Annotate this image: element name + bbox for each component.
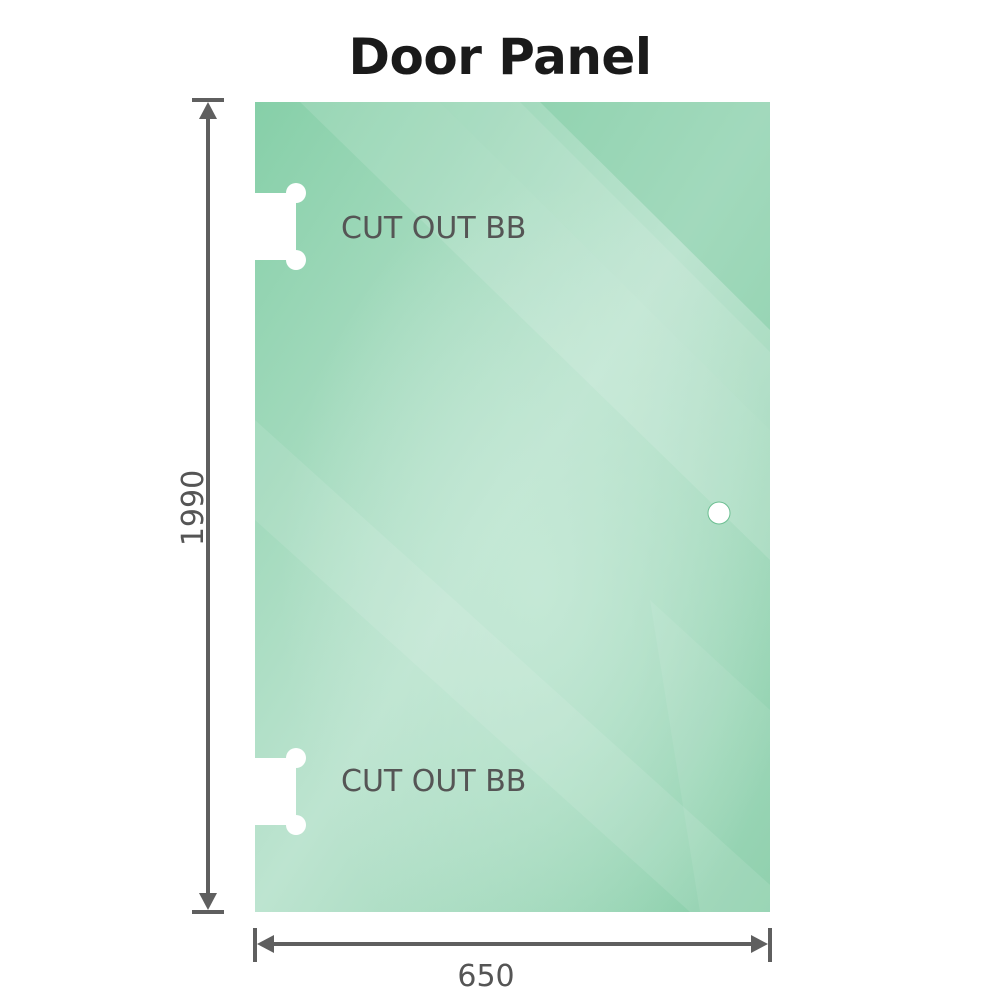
cutout-label-top: CUT OUT BB [341, 211, 526, 246]
width-label: 650 [457, 959, 514, 994]
glass-panel [255, 102, 770, 912]
diagram-title: Door Panel [348, 28, 652, 86]
cutout-bottom [255, 748, 306, 835]
cutout-top [255, 183, 306, 270]
handle-hole [707, 501, 731, 525]
height-dimension [192, 98, 224, 914]
width-dimension [253, 928, 772, 962]
cutout-label-bottom: CUT OUT BB [341, 764, 526, 799]
height-label: 1990 [176, 470, 211, 546]
